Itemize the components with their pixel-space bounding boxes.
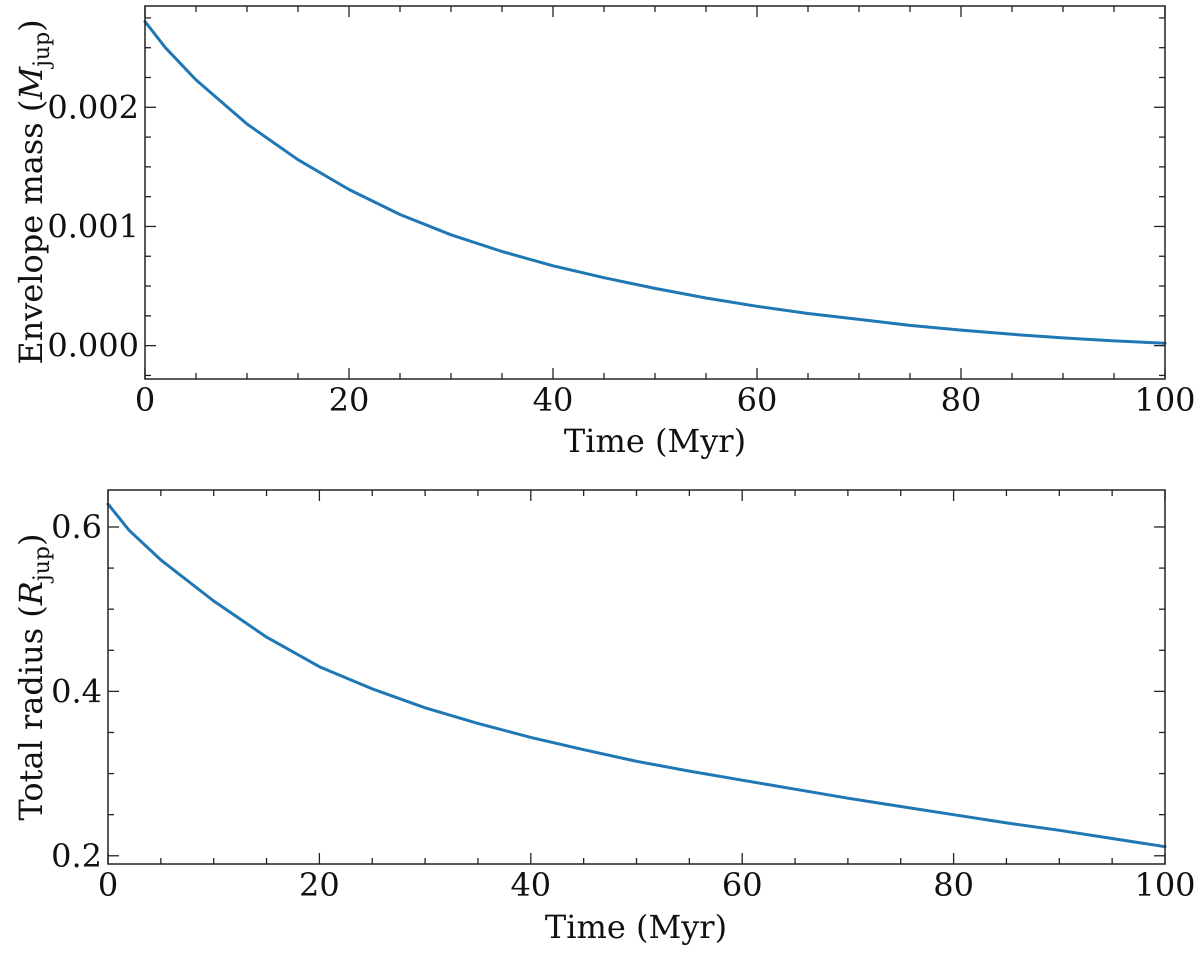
envelope-mass-x-tick-label: 0 [135,381,155,419]
total-radius-y-label-main: Total radius ( [12,605,50,820]
envelope-mass-x-tick-label: 80 [941,381,982,419]
total-radius-panel: 0 20 40 60 80 100 0.2 0.4 0.6 Time (Myr) Total r… [12,489,1196,946]
total-radius-x-tick-label: 60 [722,866,763,904]
total-radius-plot-area: 0 20 40 60 80 100 0.2 0.4 0.6 [51,490,1196,904]
envelope-mass-y-label-subscript: jup [30,32,55,70]
total-radius-y-label-close: ) [12,534,50,546]
envelope-mass-line [143,20,1167,345]
total-radius-y-tick-label: 0.6 [51,508,102,546]
total-radius-y-label-symbol: R [12,581,50,606]
envelope-mass-x-axis-label: Time (Myr) [564,422,746,460]
total-radius-x-tick-label: 80 [933,866,974,904]
total-radius-line [106,502,1167,849]
envelope-mass-x-tick-label: 60 [737,381,778,419]
envelope-mass-y-tick-label: 0.001 [47,207,139,245]
envelope-mass-y-label-close: ) [12,19,50,31]
envelope-mass-y-tick-label: 0.002 [47,88,139,126]
total-radius-y-axis-label: Total radius (Rjup) [12,534,55,821]
envelope-mass-frame [144,5,1166,380]
total-radius-y-tick-label: 0.2 [51,837,102,875]
envelope-mass-x-tick-label: 100 [1134,381,1195,419]
envelope-mass-x-tick-label: 20 [329,381,370,419]
total-radius-x-tick-label: 0 [98,866,118,904]
total-radius-y-tick-label: 0.4 [51,672,102,710]
envelope-mass-panel: 0 20 40 60 80 100 0.000 0.001 0.002 Time (Myr) E… [12,5,1196,460]
envelope-mass-plot-area: 0 20 40 60 80 100 0.000 0.001 0.002 [47,6,1196,419]
envelope-mass-y-axis-label: Envelope mass (Mjup) [12,19,55,364]
total-radius-x-axis-label: Time (Myr) [545,908,727,946]
envelope-mass-y-tick-label: 0.000 [47,327,139,365]
total-radius-frame [107,489,1166,865]
total-radius-x-tick-label: 100 [1134,866,1195,904]
total-radius-x-tick-label: 20 [299,866,340,904]
total-radius-y-label-subscript: jup [30,546,55,584]
envelope-mass-y-label-symbol: M [12,66,50,101]
total-radius-x-tick-label: 40 [510,866,551,904]
envelope-mass-x-tick-label: 40 [533,381,574,419]
envelope-mass-y-label-main: Envelope mass ( [12,100,50,365]
